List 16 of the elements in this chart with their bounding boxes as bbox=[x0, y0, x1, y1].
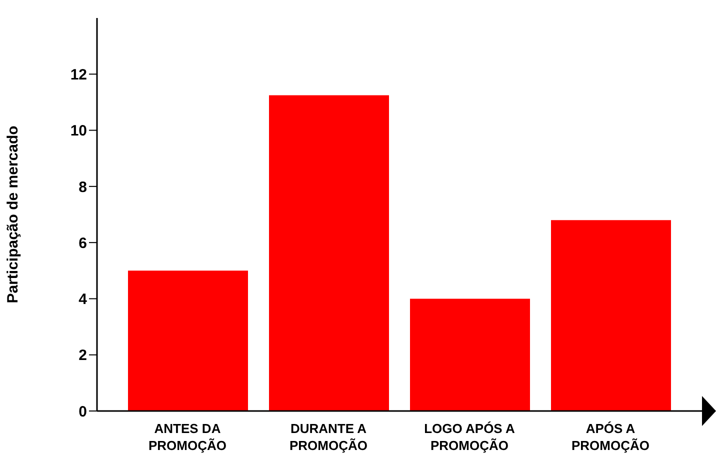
bar bbox=[551, 220, 671, 411]
x-tick-label: LOGO APÓS A PROMOÇÃO bbox=[424, 421, 516, 453]
y-axis-title: Participação de mercado bbox=[4, 126, 22, 304]
y-tick-label: 12 bbox=[70, 66, 87, 84]
bar bbox=[269, 95, 389, 411]
y-tick-label: 10 bbox=[70, 122, 87, 140]
y-tick-label: 0 bbox=[78, 403, 87, 420]
x-tick-label: APÓS A PROMOÇÃO bbox=[572, 421, 650, 453]
bar bbox=[410, 298, 530, 411]
y-tick-label: 8 bbox=[78, 178, 87, 196]
bar bbox=[128, 270, 248, 411]
y-tick-label: 2 bbox=[78, 347, 87, 364]
x-tick-label: ANTES DA PROMOÇÃO bbox=[148, 421, 226, 453]
y-tick-label: 6 bbox=[78, 234, 87, 252]
x-tick-label: DURANTE A PROMOÇÃO bbox=[290, 421, 368, 453]
y-tick-label: 4 bbox=[78, 291, 88, 308]
